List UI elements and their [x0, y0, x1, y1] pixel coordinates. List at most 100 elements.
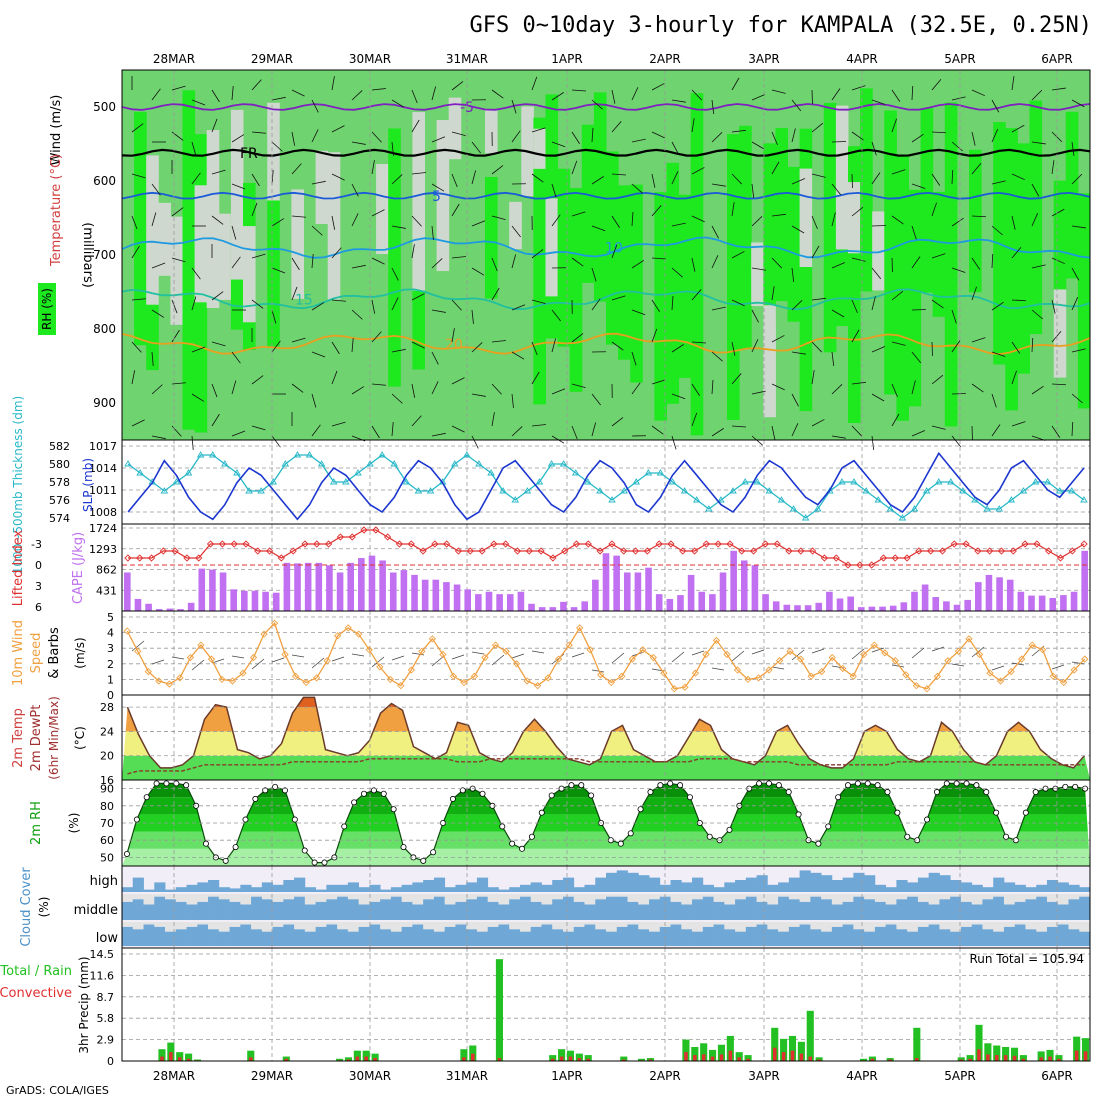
- upper-wind-barb: [591, 225, 606, 232]
- upper-wind-barb: [311, 254, 314, 269]
- upper-wind-barb: [371, 160, 375, 175]
- wind10-marker: [1017, 655, 1026, 663]
- upper-wind-barb: [931, 374, 944, 385]
- upper-wind-barb: [651, 425, 664, 435]
- upper-wind-barb: [451, 131, 466, 137]
- upper-wind-barb: [451, 81, 464, 91]
- isotherm-line: [121, 191, 1091, 200]
- cloud-high-cell: [1003, 882, 1016, 892]
- thickness-marker: [910, 505, 919, 512]
- wind10-line: [126, 621, 1086, 690]
- upper-wind-barb: [811, 297, 826, 301]
- isotherm-label: FR: [240, 146, 258, 162]
- upper-wind-barb: [911, 225, 917, 240]
- upper-wind-barb: [831, 88, 841, 101]
- cloud-low-cell: [326, 924, 338, 946]
- cloud-high-cell: [767, 884, 779, 892]
- upper-wind-barb: [811, 215, 818, 230]
- upper-wind-barb: [291, 215, 306, 218]
- isotherm-line: [121, 148, 1091, 157]
- cloud-low-gap: [960, 922, 973, 927]
- cape-bar: [379, 560, 386, 611]
- upper-wind-barb: [631, 382, 641, 395]
- cloud-middle-gap: [143, 894, 155, 905]
- cape-bar: [730, 550, 737, 611]
- lifted-marker: [1080, 540, 1088, 548]
- upper-wind-barb: [371, 88, 386, 91]
- date-label-bottom: 30MAR: [349, 1069, 391, 1083]
- upper-ytick: 600: [93, 174, 116, 188]
- cape-bar: [996, 577, 1003, 611]
- cloud-high-cell: [993, 877, 1005, 892]
- rh-marker: [291, 816, 298, 823]
- wind10-marker: [733, 666, 742, 674]
- cloud-high-cell: [229, 888, 241, 892]
- lifted-marker: [195, 554, 203, 562]
- thickness-marker: [813, 505, 822, 512]
- wind10-tick: 3: [107, 642, 114, 655]
- upper-wind-barb: [1071, 267, 1080, 281]
- upper-wind-barb: [651, 83, 665, 91]
- rh-moist-cell: [1077, 193, 1091, 409]
- upper-wind-barb: [731, 373, 742, 385]
- upper-wind-barb: [1071, 393, 1083, 404]
- cloud-middle-cell: [627, 901, 639, 920]
- rh-marker: [835, 794, 842, 801]
- cloud-middle-gap: [240, 894, 252, 905]
- upper-wind-barb: [451, 328, 455, 343]
- lifted-marker: [136, 554, 144, 562]
- upper-wind-barb: [211, 118, 218, 133]
- cloud-middle-cell: [498, 904, 510, 920]
- upper-wind-barb: [611, 89, 616, 104]
- precip-convective-bar: [986, 1054, 990, 1061]
- wind10-marker: [239, 669, 247, 677]
- rh-marker: [924, 816, 931, 823]
- upper-wind-barb: [811, 370, 815, 385]
- upper-wind-barb: [1071, 173, 1083, 185]
- cloud-middle-gap: [896, 894, 908, 900]
- temp-unit: (°C): [73, 726, 87, 750]
- upper-wind-barb: [311, 393, 317, 408]
- cloud-high-cell: [1025, 887, 1037, 892]
- upper-wind-barb: [991, 424, 1001, 437]
- upper-wind-barb: [371, 331, 382, 343]
- slp-axis-label: SLP (mb): [81, 458, 95, 512]
- upper-wind-barb: [711, 428, 724, 437]
- rh-marker: [568, 782, 575, 789]
- cape-bar: [889, 605, 897, 611]
- thickness-marker: [499, 487, 507, 494]
- cloud-high-cell: [606, 872, 618, 892]
- rh-marker: [538, 809, 545, 816]
- cape-bar: [698, 591, 706, 611]
- upper-wind-barb: [1071, 99, 1085, 108]
- rh-marker: [262, 787, 269, 794]
- upper-wind-barb: [831, 351, 835, 366]
- date-label-top: 31MAR: [446, 52, 488, 66]
- upper-ytick: 800: [93, 322, 116, 336]
- upper-wind-barb: [691, 257, 696, 272]
- cloud-middle-cell: [261, 899, 273, 920]
- cloud-middle-gap: [960, 894, 973, 902]
- thickness-marker: [463, 451, 471, 458]
- rh-dry-cell: [170, 216, 183, 325]
- cloud-middle-gap: [1014, 894, 1026, 902]
- cloud-low-gap: [197, 922, 209, 925]
- upper-wind-barb: [591, 99, 603, 110]
- wind10-barb: [251, 658, 265, 670]
- precip-total-bar: [984, 1043, 992, 1061]
- upper-wind-barb: [1051, 160, 1055, 175]
- cloud-high-cell: [208, 880, 220, 892]
- wind10-marker: [670, 685, 679, 693]
- lifted-marker: [431, 540, 439, 548]
- wind10-marker: [186, 653, 195, 662]
- upper-wind-barb: [271, 96, 286, 101]
- upper-wind-barb: [191, 172, 201, 185]
- precip-total-bar: [549, 1055, 557, 1061]
- cloud-low-gap: [122, 922, 134, 927]
- wind10-barb: [791, 649, 805, 661]
- lifted-marker: [655, 540, 663, 548]
- cloud-middle-gap: [799, 894, 811, 902]
- rh-axis-label: RH (%): [40, 288, 54, 330]
- cloud-high-cell: [487, 887, 499, 892]
- rh-dry-cell: [835, 105, 849, 250]
